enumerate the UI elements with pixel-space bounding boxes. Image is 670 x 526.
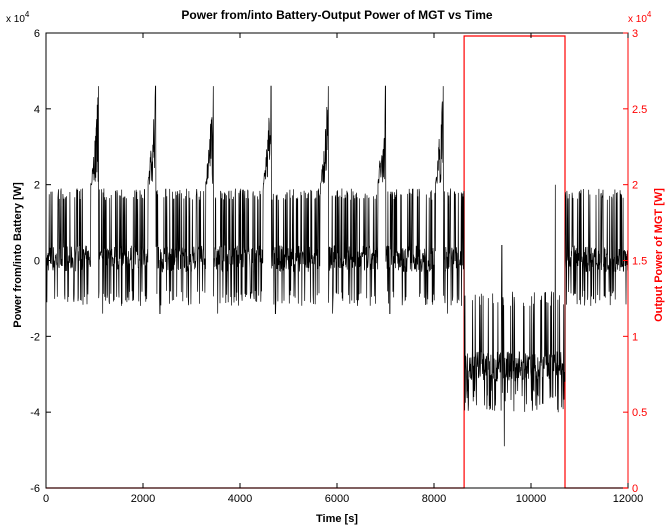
left-exponent-power: 4: [25, 10, 30, 19]
x-axis-label: Time [s]: [316, 513, 358, 525]
x-tick-label: 8000: [422, 493, 446, 505]
left-y-tick-label: 2: [34, 180, 40, 192]
left-y-tick-label: 0: [34, 256, 40, 268]
battery-power-series: [45, 85, 629, 447]
right-exponent-label: x 104: [628, 10, 652, 25]
x-tick-label: 4000: [228, 493, 252, 505]
axes: 0 2000 4000 6000 8000 10000 12000 -6 -4 -2 0 2 4 6 0 0.…: [30, 28, 647, 505]
x-tick-label: 2000: [131, 493, 155, 505]
x-tick-label: 12000: [613, 493, 644, 505]
right-y-tick-label: 0.5: [632, 407, 647, 419]
left-y-tick-label: 6: [34, 28, 40, 40]
right-y-tick-label: 2.5: [632, 104, 647, 116]
left-y-tick-label: -2: [30, 331, 40, 343]
right-y-tick-label: 1.5: [632, 256, 647, 268]
x-tick-label: 0: [43, 493, 49, 505]
battery-power-line: [45, 85, 629, 447]
right-y-tick-label: 3: [632, 28, 638, 40]
x-tick-label: 6000: [325, 493, 349, 505]
right-y-tick-label: 2: [632, 180, 638, 192]
chart-title: Power from/into Battery-Output Power of …: [181, 8, 492, 22]
left-y-tick-label: -6: [30, 483, 40, 495]
right-y-tick-label: 1: [632, 331, 638, 343]
left-y-axis-label: Power from/into Battery [W]: [12, 182, 24, 328]
right-exponent-power: 4: [647, 10, 652, 19]
right-y-tick-label: 0: [632, 483, 638, 495]
x-tick-label: 10000: [516, 493, 547, 505]
left-y-tick-label: 4: [34, 104, 40, 116]
right-y-axis-label: Output Power of MGT [W]: [653, 188, 665, 322]
left-exponent-label: x 104: [6, 10, 30, 25]
left-y-tick-label: -4: [30, 407, 40, 419]
